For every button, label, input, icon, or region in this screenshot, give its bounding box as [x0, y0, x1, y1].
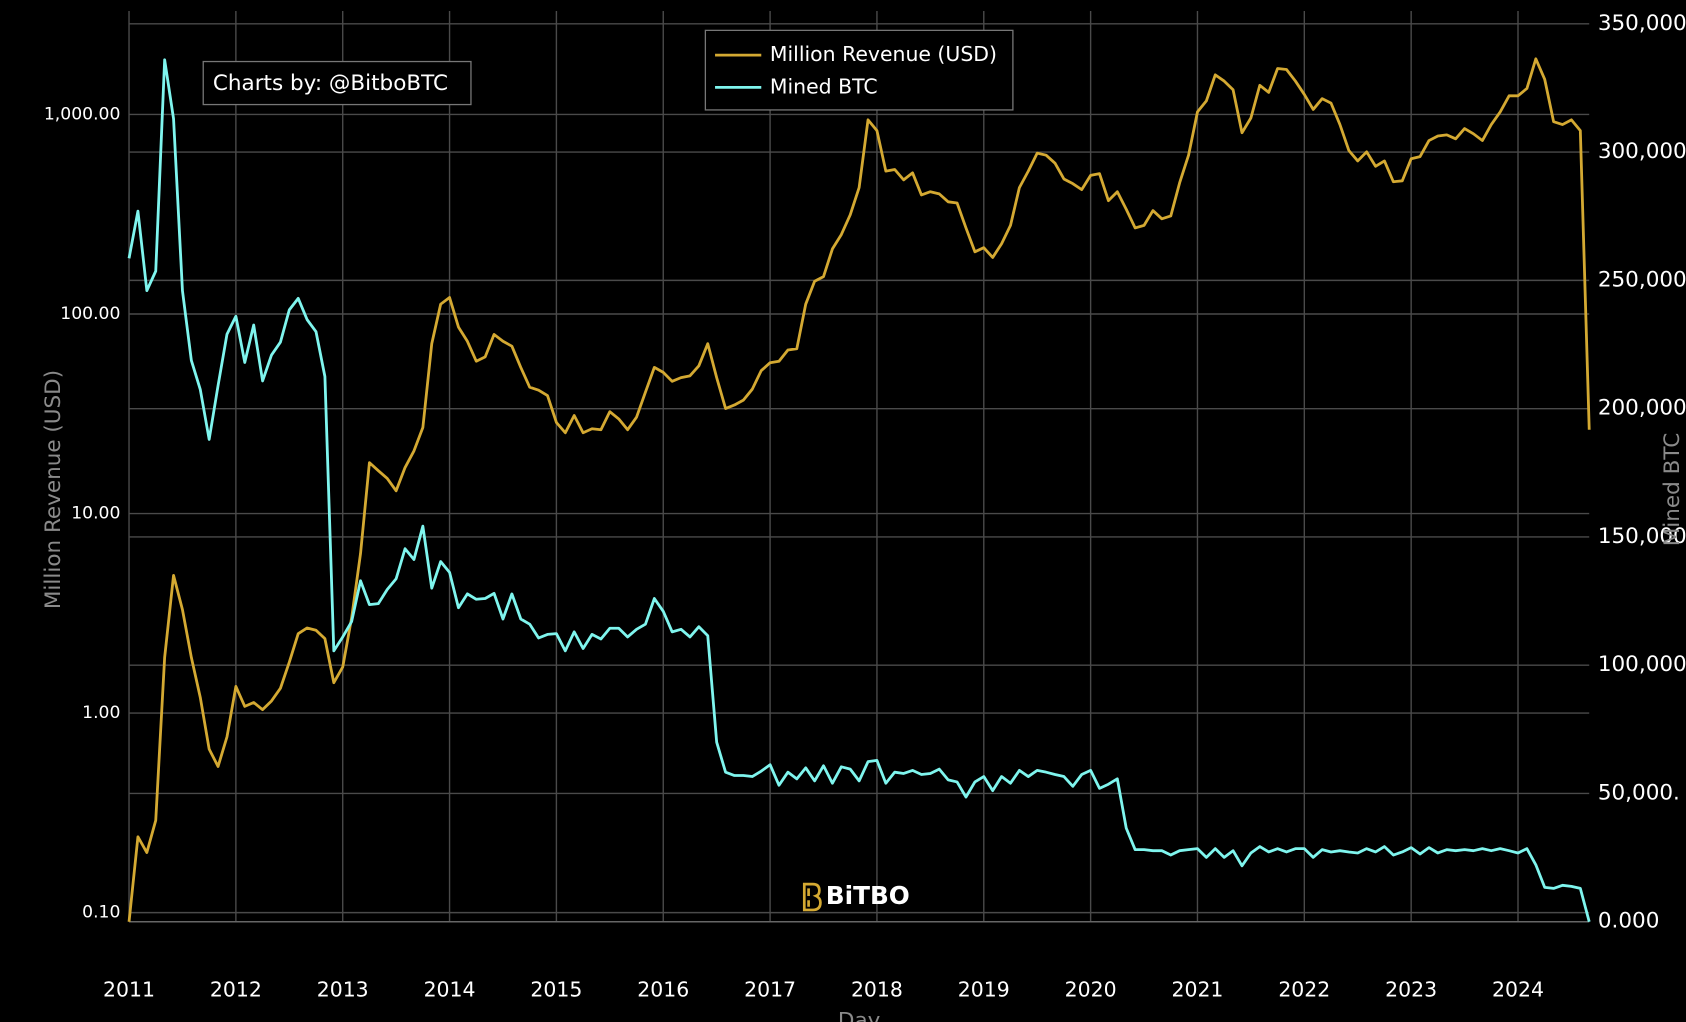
legend-label: Million Revenue (USD)	[770, 42, 997, 66]
axis-labels: 2011 2012 2013 2014 2015 2016 2017 2018 2019 2020…	[44, 11, 1686, 1002]
annotation: Charts by: @BitboBTC	[213, 71, 448, 96]
y-tick-label: 10.00	[71, 504, 120, 524]
x-tick-label: 2017	[744, 978, 796, 1002]
x-tick-label: 2012	[210, 978, 262, 1002]
y2-tick-label: 150,000	[1598, 524, 1686, 549]
x-tick-label: 2024	[1492, 978, 1544, 1002]
x-tick-label: 2013	[317, 978, 369, 1002]
x-tick-label: 2018	[851, 978, 903, 1002]
y2-tick-label: 250,000	[1598, 267, 1686, 292]
x-tick-label: 2023	[1385, 978, 1437, 1002]
x-tick-label: 2014	[424, 978, 476, 1002]
plot-lines	[127, 57, 1591, 923]
watermark: BiTBO	[802, 881, 910, 912]
y-tick-label: 1.00	[82, 703, 120, 723]
legend: Million Revenue (USD) Mined BTC	[715, 42, 997, 98]
x-tick-label: 2011	[103, 978, 155, 1002]
y2-tick-label: 100,000	[1598, 652, 1686, 677]
watermark-text: BiTBO	[826, 881, 910, 910]
y-tick-label: 100.00	[60, 304, 120, 324]
x-axis-title: Day	[838, 1009, 881, 1022]
legend-box	[704, 29, 1014, 111]
x-tick-label: 2022	[1278, 978, 1330, 1002]
y-tick-label: 1,000.00	[44, 104, 121, 124]
y2-tick-label: 0.000	[1598, 909, 1660, 934]
y2-tick-label: 300,000	[1598, 139, 1686, 164]
y2-tick-label: 50,000.	[1598, 780, 1680, 805]
y-tick-label: 0.10	[82, 903, 120, 923]
x-tick-label: 2021	[1171, 978, 1223, 1002]
y2-tick-label: 350,000	[1598, 11, 1686, 36]
x-tick-label: 2019	[958, 978, 1010, 1002]
x-tick-label: 2015	[530, 978, 582, 1002]
annotation-box	[202, 60, 472, 106]
legend-label: Mined BTC	[770, 74, 878, 98]
y-axis-title: Million Revenue (USD)	[41, 370, 66, 609]
x-tick-label: 2020	[1065, 978, 1117, 1002]
series-line	[127, 57, 1591, 922]
watermark-logo	[802, 882, 822, 912]
grid	[128, 11, 1590, 923]
y2-axis-title: Mined BTC	[1660, 433, 1685, 547]
x-tick-label: 2016	[637, 978, 689, 1002]
y2-tick-label: 200,000	[1598, 396, 1686, 421]
series-line	[127, 58, 1591, 923]
